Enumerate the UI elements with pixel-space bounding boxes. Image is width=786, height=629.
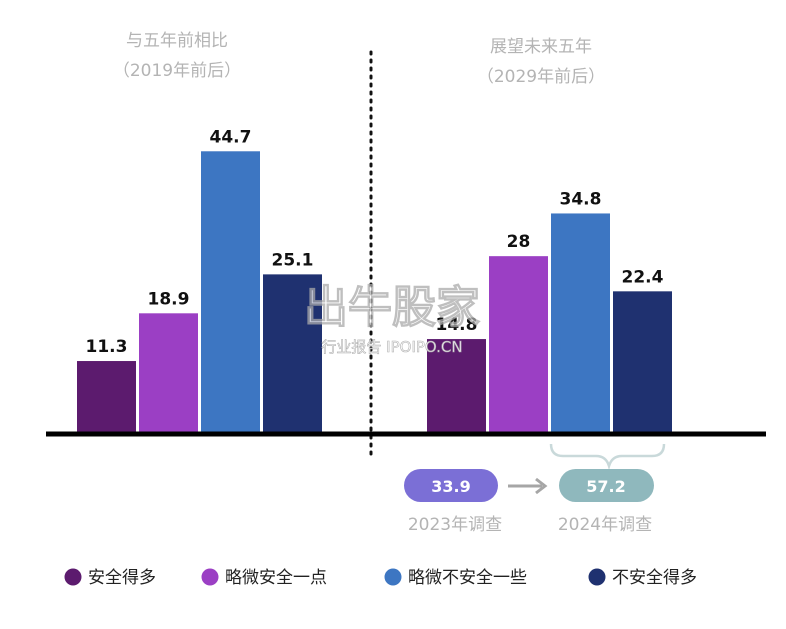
bar-g2-s4 [613, 291, 672, 432]
left-group-subtitle: （2019年前后） [113, 61, 241, 81]
pill-2024 [559, 469, 654, 502]
survey-2024-label: 2024年调查 [558, 515, 652, 535]
watermark: 出牛股家 行业报告 IPOIPO.CN [304, 282, 481, 357]
bar-g2-s3 [551, 213, 610, 432]
legend: 安全得多 略微安全一点 略微不安全一些 不安全得多 [64, 568, 697, 588]
legend-swatch-1 [64, 568, 82, 586]
legend-label-2: 略微安全一点 [225, 568, 327, 588]
legend-swatch-3 [384, 568, 402, 586]
bar-g1-s1 [77, 361, 136, 432]
pill-2024-value: 57.2 [586, 477, 625, 496]
arrow-icon [535, 477, 548, 495]
right-group-subtitle: （2029年前后） [477, 67, 605, 87]
value-label-g1-s3: 44.7 [210, 127, 252, 147]
legend-label-4: 不安全得多 [612, 568, 697, 588]
bars-layer: 11.3 18.9 44.7 25.1 14.8 28 34.8 22.4 [77, 127, 672, 432]
value-label-g1-s4: 25.1 [272, 250, 314, 270]
legend-swatch-4 [588, 568, 606, 586]
value-label-g1-s1: 11.3 [86, 337, 128, 357]
pill-2023-value: 33.9 [431, 477, 470, 496]
bar-g1-s2 [139, 313, 198, 432]
value-label-g2-s1: 14.8 [436, 315, 478, 335]
survey-2023-label: 2023年调查 [408, 515, 502, 535]
right-group-title: 展望未来五年 [490, 37, 592, 57]
left-group-title: 与五年前相比 [126, 31, 228, 51]
sum-brace [549, 443, 666, 471]
value-label-g2-s3: 34.8 [560, 189, 602, 209]
pill-2023 [404, 469, 498, 502]
watermark-subtext: 行业报告 IPOIPO.CN [321, 338, 462, 356]
legend-label-3: 略微不安全一些 [408, 568, 527, 588]
legend-label-1: 安全得多 [88, 568, 156, 588]
value-label-g2-s4: 22.4 [622, 267, 664, 287]
bar-g1-s3 [201, 151, 260, 432]
bar-g2-s1 [427, 339, 486, 432]
bar-g1-s4 [263, 274, 322, 432]
legend-swatch-2 [201, 568, 219, 586]
value-label-g2-s2: 28 [507, 232, 531, 252]
watermark-logo-text: 出牛股家 [304, 282, 480, 333]
value-label-g1-s2: 18.9 [148, 289, 190, 309]
bar-g2-s2 [489, 256, 548, 432]
